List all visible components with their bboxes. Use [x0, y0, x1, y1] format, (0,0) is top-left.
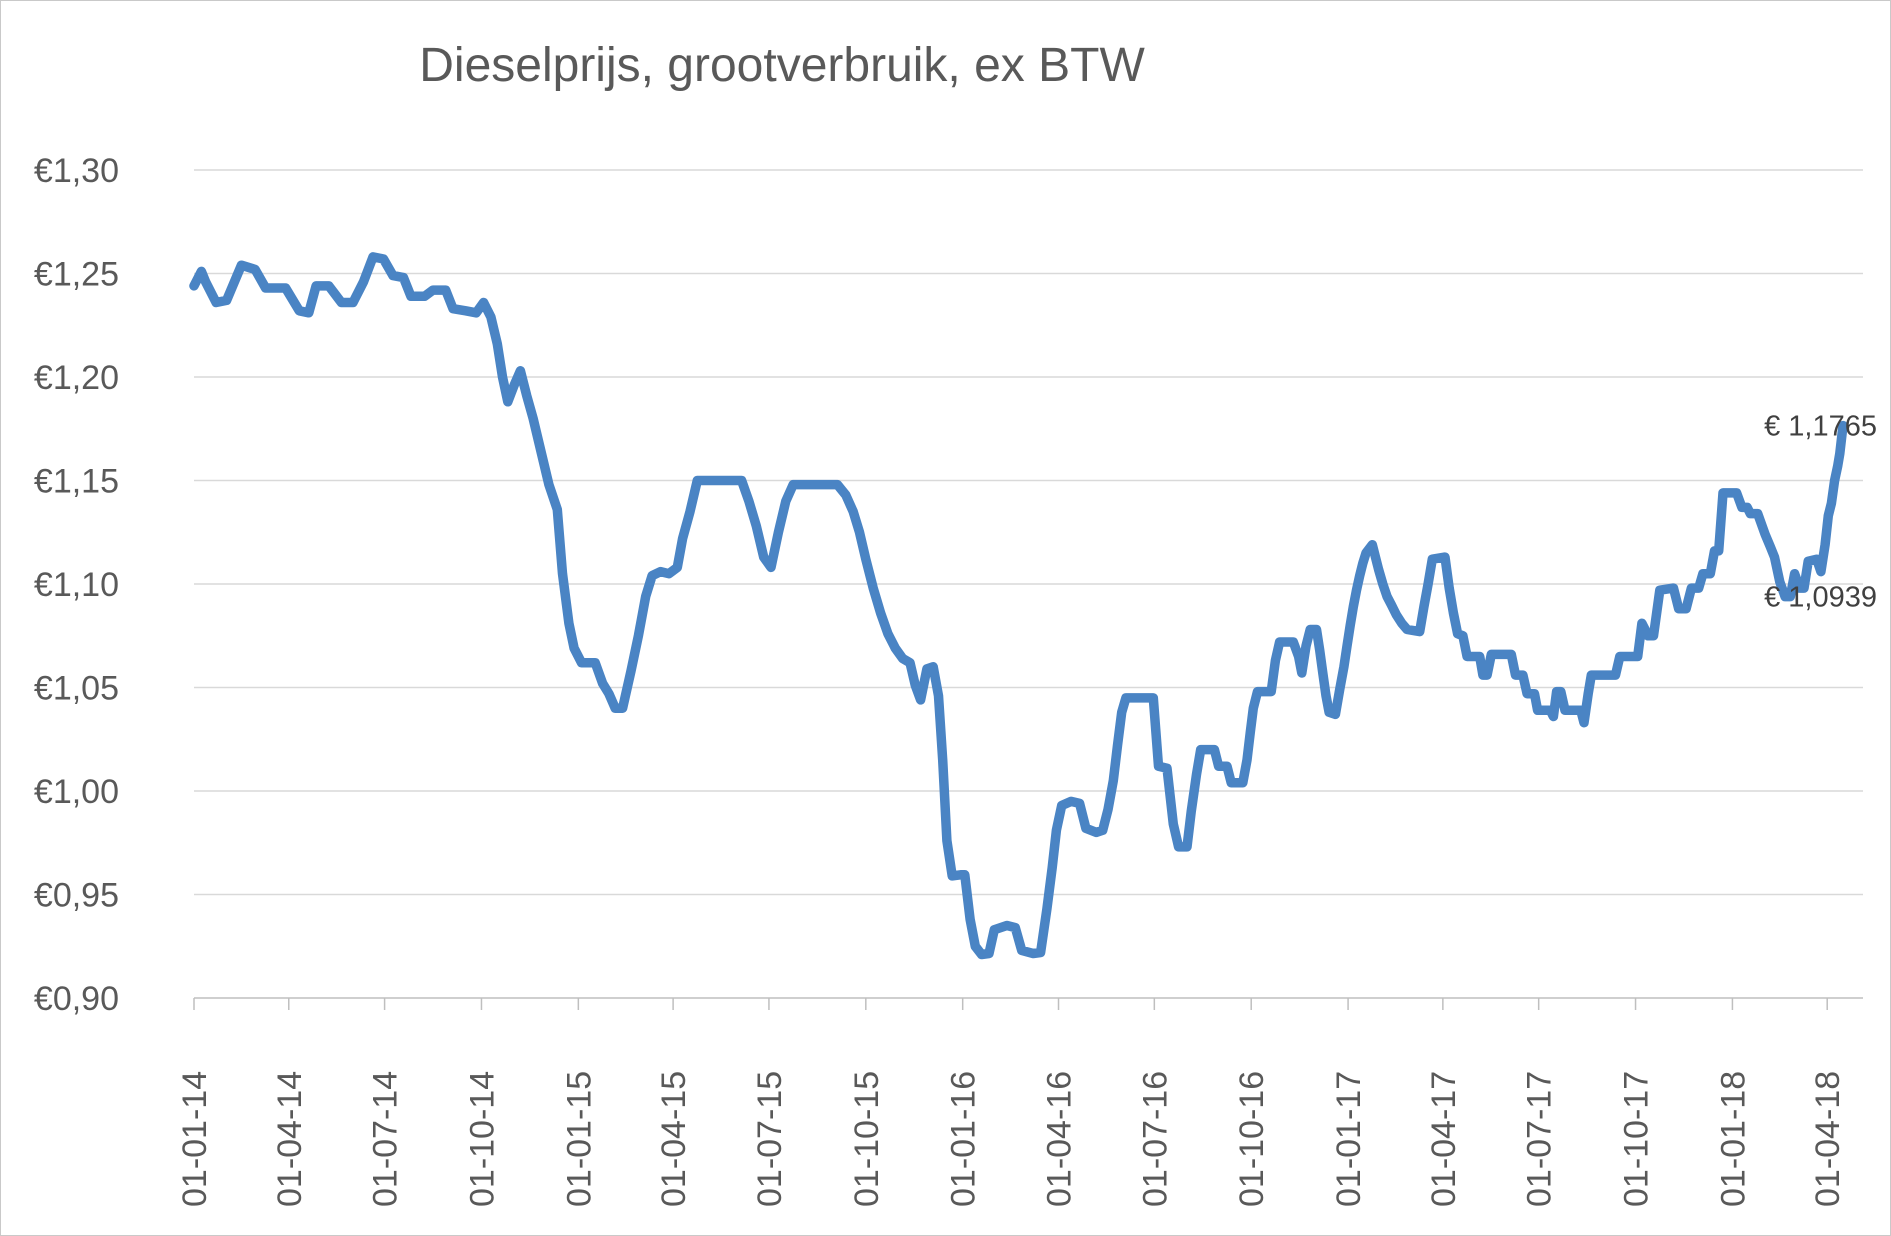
x-axis-tick-label: 01-10-17: [1618, 1071, 1656, 1207]
y-axis-tick-label: €1,00: [34, 773, 119, 811]
x-axis-tick-label: 01-01-17: [1330, 1071, 1368, 1207]
x-axis-tick-label: 01-07-16: [1136, 1071, 1174, 1207]
y-axis-tick-label: €1,20: [34, 359, 119, 397]
x-axis-tick-label: 01-10-15: [848, 1071, 886, 1207]
y-axis-tick-label: €1,15: [34, 463, 119, 501]
x-axis-tick-label: 01-01-18: [1714, 1071, 1752, 1207]
y-axis-tick-label: €1,05: [34, 670, 119, 708]
x-axis-tick-label: 01-04-15: [655, 1071, 693, 1207]
x-axis-tick-label: 01-01-15: [560, 1071, 598, 1207]
x-axis-tick-label: 01-04-17: [1425, 1071, 1463, 1207]
chart-title: Dieselprijs, grootverbruik, ex BTW: [419, 39, 1145, 92]
x-axis-tick-label: 01-04-14: [271, 1071, 309, 1207]
y-axis-tick-label: €1,30: [34, 152, 119, 190]
x-axis-tick-label: 01-07-14: [367, 1071, 405, 1207]
x-axis-tick-label: 01-01-14: [176, 1071, 214, 1207]
x-axis-tick-label: 01-07-15: [751, 1071, 789, 1207]
x-axis-tick-label: 01-01-16: [945, 1071, 983, 1207]
price-series-line: [189, 252, 1848, 960]
x-axis-tick-label: 01-10-16: [1233, 1071, 1271, 1207]
x-axis-tick-label: 01-07-17: [1521, 1071, 1559, 1207]
y-axis-tick-label: €0,90: [34, 980, 119, 1018]
y-axis-tick-label: €0,95: [34, 877, 119, 915]
x-axis-tick-label: 01-04-16: [1041, 1071, 1079, 1207]
data-point-label: € 1,1765: [1764, 411, 1877, 443]
x-axis-tick-label: 01-04-18: [1809, 1071, 1847, 1207]
y-axis-tick-label: €1,25: [34, 256, 119, 294]
y-axis-tick-label: €1,10: [34, 566, 119, 604]
x-axis-tick-label: 01-10-14: [463, 1071, 501, 1207]
data-point-label: € 1,0939: [1764, 582, 1877, 614]
